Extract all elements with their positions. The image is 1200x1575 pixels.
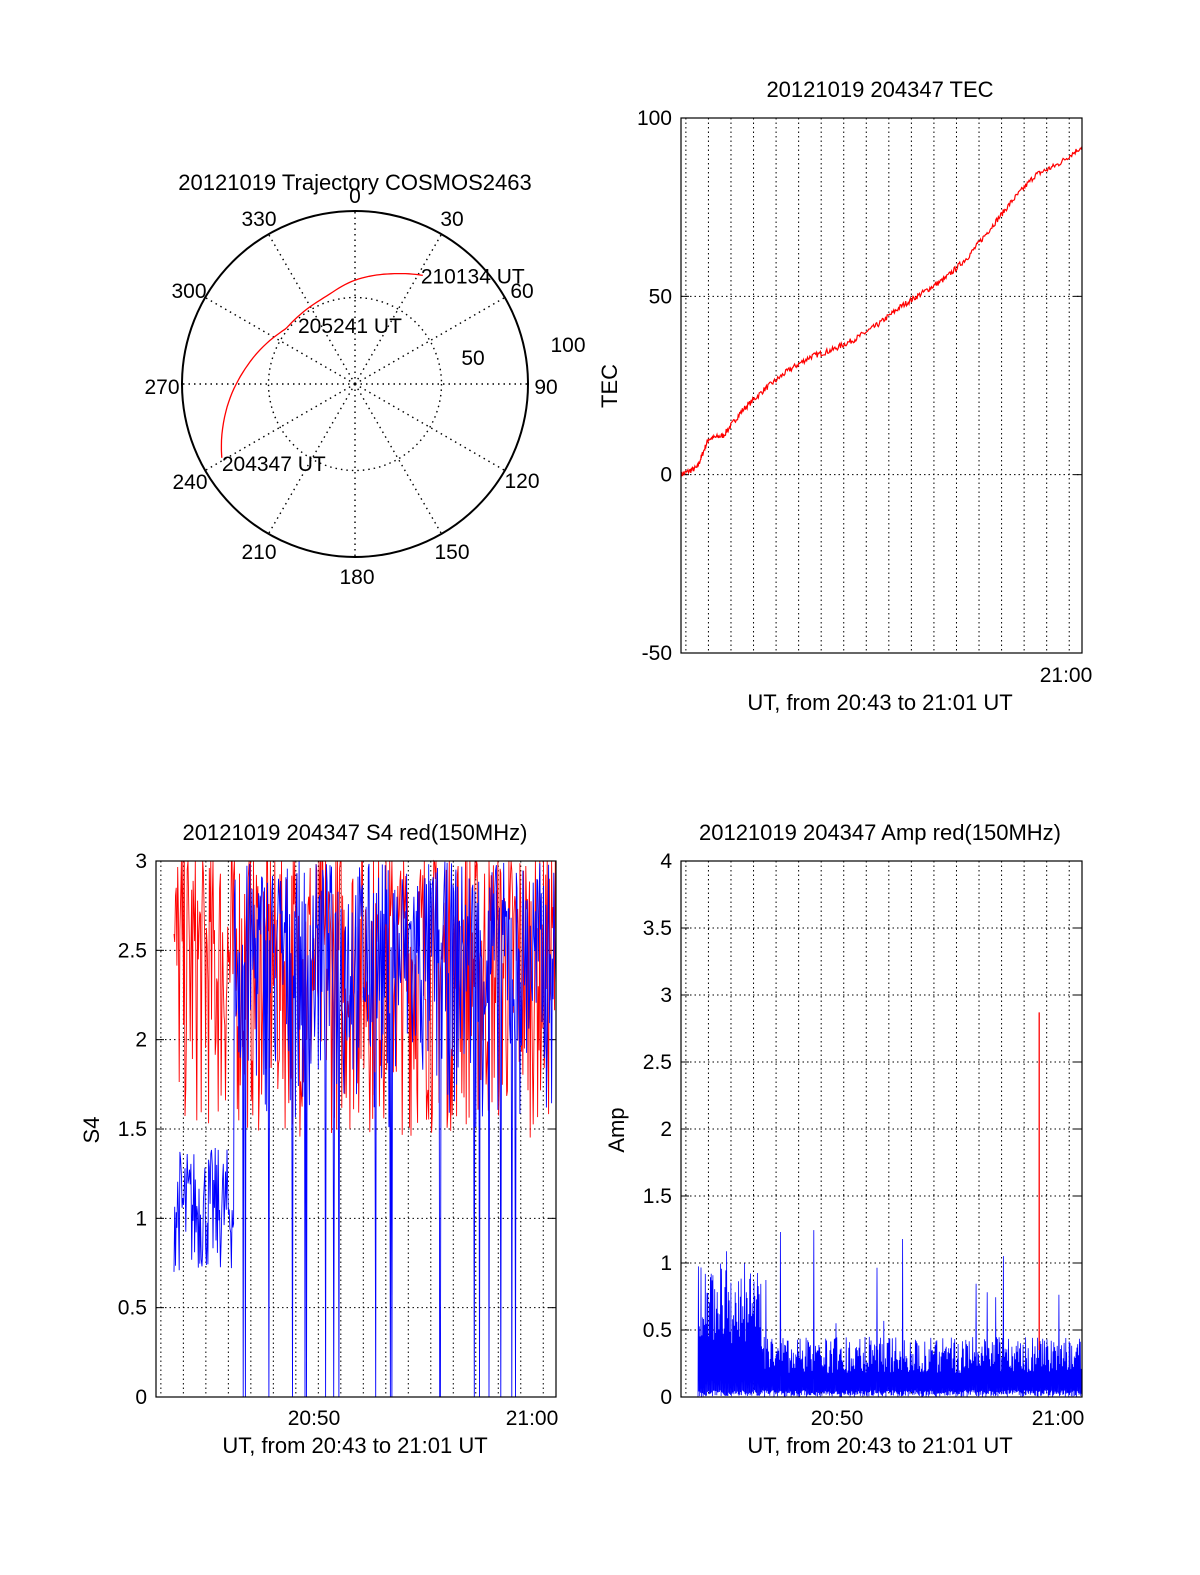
s4-axes-frame (155, 860, 557, 1398)
tec-grid (681, 117, 1082, 654)
s4-y-tick-2: 2 (135, 1029, 147, 1052)
amp-x-tick-label-2050: 20:50 (811, 1407, 864, 1430)
polar-spoke-300 (204, 296, 356, 385)
polar-azimuth-label-270: 270 (144, 376, 179, 399)
polar-azimuth-label-150: 150 (434, 541, 469, 564)
s4-y-tick-labels: 3 2.5 2 1.5 1 0.5 0 (118, 850, 147, 1409)
polar-radial-label-100: 100 (550, 334, 585, 357)
polar-azimuth-label-180: 180 (339, 566, 374, 589)
tec-y-tick-50: 50 (649, 285, 672, 308)
tec-y-tick-labels: 100 50 0 -50 (637, 107, 672, 665)
amp-y-axis-label: Amp (604, 1107, 629, 1152)
amp-x-axis-label: UT, from 20:43 to 21:01 UT (747, 1433, 1012, 1458)
tec-axes-frame (680, 117, 1083, 654)
s4-y-axis-label: S4 (79, 1117, 104, 1144)
polar-azimuth-label-90: 90 (534, 376, 557, 399)
tec-x-axis-label: UT, from 20:43 to 21:01 UT (747, 690, 1012, 715)
trajectory-time-label: 210134 UT (421, 265, 525, 288)
polar-radial-label-50: 50 (461, 347, 484, 370)
polar-spoke-240 (204, 383, 356, 472)
polar-spoke-60 (354, 296, 506, 385)
s4-title: 20121019 204347 S4 red(150MHz) (183, 820, 528, 845)
trajectory-time-labels: 204347 UT 205241 UT 210134 UT (222, 265, 525, 475)
s4-y-tick-1: 1 (135, 1207, 147, 1230)
tec-series-line (680, 146, 1083, 478)
s4-x-tick-label-2050: 20:50 (288, 1407, 341, 1430)
polar-azimuth-label-210: 210 (241, 541, 276, 564)
polar-spoke-150 (354, 383, 443, 535)
polar-spoke-330 (267, 233, 356, 385)
trajectory-polar-plot: 20121019 Trajectory COSMOS2463 0 30 60 90 12… (144, 170, 585, 589)
polar-grid (182, 211, 528, 557)
s4-panel: 20121019 204347 S4 red(150MHz) 3 2.5 2 1.5 1… (79, 820, 558, 1458)
amp-y-tick-1: 1 (660, 1252, 672, 1275)
amp-y-tick-4: 4 (660, 850, 672, 873)
polar-azimuth-label-30: 30 (440, 208, 463, 231)
s4-y-tick-0: 0 (135, 1386, 147, 1409)
s4-blue-series (173, 860, 557, 1398)
amp-y-tick-1.5: 1.5 (643, 1185, 672, 1208)
polar-title: 20121019 Trajectory COSMOS2463 (178, 170, 531, 195)
amp-y-tick-3: 3 (660, 984, 672, 1007)
amp-blue-series (697, 1230, 1083, 1398)
polar-grid-circle-50 (267, 296, 443, 472)
amp-title: 20121019 204347 Amp red(150MHz) (699, 820, 1061, 845)
trajectory-time-label: 205241 UT (298, 315, 402, 338)
polar-azimuth-label-330: 330 (241, 208, 276, 231)
amp-axes-frame (680, 860, 1083, 1398)
polar-azimuth-label-120: 120 (504, 470, 539, 493)
polar-spoke-210 (267, 383, 356, 535)
polar-azimuth-label-60: 60 (510, 280, 533, 303)
amp-y-tick-0: 0 (660, 1386, 672, 1409)
polar-spoke-30 (354, 233, 443, 385)
polar-outer-circle (181, 210, 529, 558)
s4-x-tick-label-2100: 21:00 (506, 1407, 559, 1430)
s4-y-tick-2.5: 2.5 (118, 939, 147, 962)
s4-red-series (173, 859, 557, 1138)
tec-title: 20121019 204347 TEC (766, 77, 993, 102)
polar-azimuth-labels: 0 30 60 90 120 150 180 210 240 270 300 330 (144, 185, 557, 589)
amp-y-tick-labels: 4 3.5 3 2.5 2 1.5 1 0.5 0 (643, 850, 673, 1409)
polar-spoke-120 (354, 383, 506, 472)
tec-panel: 20121019 204347 TEC 100 50 0 -50 21:00 UT, … (597, 77, 1092, 715)
tec-y-axis-label: TEC (597, 364, 622, 408)
amp-panel: 20121019 204347 Amp red(150MHz) 4 3.5 3 2.5… (604, 820, 1084, 1458)
polar-azimuth-label-240: 240 (172, 471, 207, 494)
amp-x-tick-label-2100: 21:00 (1032, 1407, 1085, 1430)
amp-y-tick-2: 2 (660, 1118, 672, 1141)
amp-y-tick-2.5: 2.5 (643, 1051, 672, 1074)
trajectory-line (220, 272, 423, 458)
tec-y-tick--50: -50 (642, 642, 672, 665)
trajectory-time-label: 204347 UT (222, 453, 326, 476)
amp-y-tick-3.5: 3.5 (643, 917, 672, 940)
s4-y-tick-1.5: 1.5 (118, 1118, 147, 1141)
amp-y-tick-0.5: 0.5 (643, 1319, 672, 1342)
polar-azimuth-label-300: 300 (171, 280, 206, 303)
s4-x-axis-label: UT, from 20:43 to 21:01 UT (222, 1433, 487, 1458)
polar-azimuth-label-0: 0 (349, 185, 361, 208)
s4-y-tick-3: 3 (135, 850, 147, 873)
tec-y-tick-0: 0 (660, 464, 672, 487)
tec-y-tick-100: 100 (637, 107, 672, 130)
tec-x-tick-label: 21:00 (1040, 664, 1093, 687)
s4-y-tick-0.5: 0.5 (118, 1297, 147, 1320)
